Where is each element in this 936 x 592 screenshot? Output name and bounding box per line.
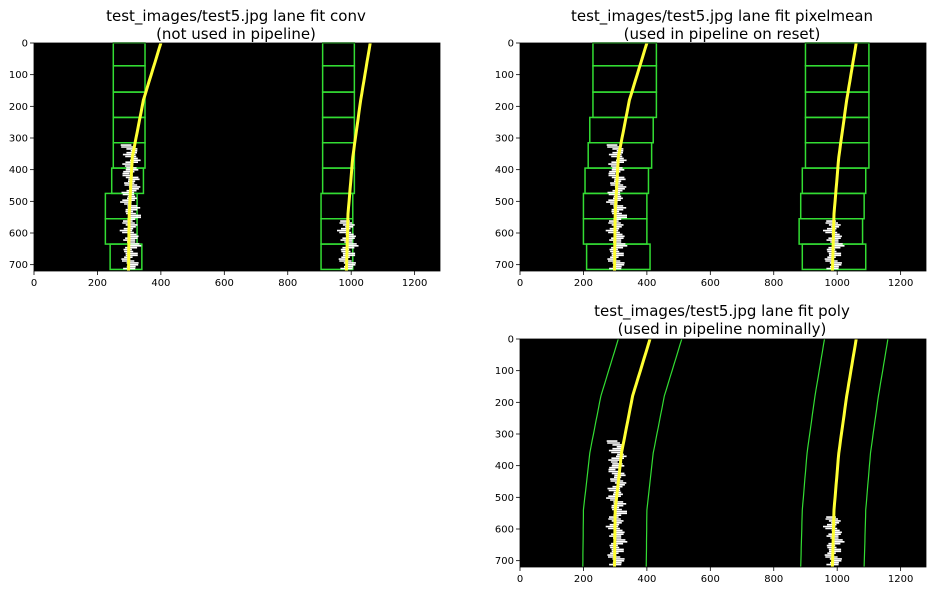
right-lane-pixels bbox=[823, 516, 845, 566]
x-tick-label: 200 bbox=[88, 278, 107, 289]
y-tick-label: 200 bbox=[495, 102, 514, 113]
search-margin-line bbox=[863, 338, 889, 568]
x-tick-label: 800 bbox=[764, 278, 783, 289]
y-tick-label: 0 bbox=[508, 335, 514, 346]
right-lane-pixels bbox=[823, 220, 845, 270]
y-tick-label: 700 bbox=[9, 260, 28, 271]
y-tick-label: 600 bbox=[9, 229, 28, 240]
x-tick-label: 1000 bbox=[338, 278, 363, 289]
x-tick-label: 600 bbox=[701, 574, 720, 585]
y-tick-label: 200 bbox=[495, 398, 514, 409]
left-fit-curve bbox=[127, 42, 163, 272]
right-fit-curve bbox=[830, 338, 858, 568]
panel-pixelmean: test_images/test5.jpg lane fit pixelmean… bbox=[495, 7, 927, 289]
right-fit-curve bbox=[344, 42, 372, 272]
right-fit-curve bbox=[830, 42, 858, 272]
left-lane-pixels bbox=[605, 440, 628, 566]
left-lane-pixels bbox=[605, 144, 628, 270]
left-fit-curve bbox=[613, 338, 652, 568]
y-tick-label: 700 bbox=[495, 260, 514, 271]
y-tick-label: 100 bbox=[495, 366, 514, 377]
search-margin-line bbox=[800, 338, 826, 568]
image-background bbox=[520, 339, 926, 567]
x-tick-label: 400 bbox=[637, 574, 656, 585]
panel-title-line1: test_images/test5.jpg lane fit conv bbox=[106, 7, 366, 26]
x-tick-label: 1200 bbox=[888, 574, 913, 585]
panel-poly: test_images/test5.jpg lane fit poly (use… bbox=[495, 302, 927, 585]
y-tick-label: 400 bbox=[495, 165, 514, 176]
left-fit-curve bbox=[613, 42, 649, 272]
panel-conv: test_images/test5.jpg lane fit conv (not… bbox=[9, 7, 441, 289]
y-tick-label: 500 bbox=[495, 493, 514, 504]
right-search-window bbox=[320, 243, 354, 271]
x-tick-label: 0 bbox=[517, 278, 523, 289]
y-tick-label: 700 bbox=[495, 556, 514, 567]
x-tick-label: 0 bbox=[31, 278, 37, 289]
image-background bbox=[34, 43, 440, 271]
x-tick-label: 800 bbox=[764, 574, 783, 585]
x-tick-label: 800 bbox=[278, 278, 297, 289]
x-tick-label: 0 bbox=[517, 574, 523, 585]
x-tick-label: 1200 bbox=[888, 278, 913, 289]
y-tick-label: 0 bbox=[508, 39, 514, 50]
x-tick-label: 600 bbox=[701, 278, 720, 289]
x-tick-label: 200 bbox=[574, 278, 593, 289]
y-tick-label: 200 bbox=[9, 102, 28, 113]
panel-title-line2: (used in pipeline on reset) bbox=[624, 25, 821, 43]
y-tick-label: 100 bbox=[495, 70, 514, 81]
y-tick-label: 100 bbox=[9, 70, 28, 81]
image-background bbox=[520, 43, 926, 271]
search-margin-line bbox=[645, 338, 683, 568]
x-tick-label: 1000 bbox=[824, 574, 849, 585]
y-tick-label: 500 bbox=[9, 197, 28, 208]
x-tick-label: 1200 bbox=[402, 278, 427, 289]
panel-title-line1: test_images/test5.jpg lane fit pixelmean bbox=[571, 7, 873, 26]
axes-frame bbox=[519, 42, 927, 272]
panel-title-line2: (not used in pipeline) bbox=[156, 25, 316, 43]
y-tick-label: 0 bbox=[22, 39, 28, 50]
y-tick-label: 600 bbox=[495, 229, 514, 240]
x-tick-label: 400 bbox=[151, 278, 170, 289]
x-tick-label: 600 bbox=[215, 278, 234, 289]
y-tick-label: 600 bbox=[495, 525, 514, 536]
y-tick-label: 300 bbox=[9, 134, 28, 145]
x-tick-label: 400 bbox=[637, 278, 656, 289]
left-lane-pixels bbox=[119, 144, 142, 270]
right-lane-pixels bbox=[337, 220, 359, 270]
panel-title-line1: test_images/test5.jpg lane fit poly bbox=[594, 302, 850, 321]
axes-frame bbox=[519, 338, 927, 568]
x-tick-label: 200 bbox=[574, 574, 593, 585]
panel-title-line2: (used in pipeline nominally) bbox=[618, 320, 827, 338]
left-search-window bbox=[109, 243, 143, 271]
y-tick-label: 500 bbox=[495, 197, 514, 208]
y-tick-label: 400 bbox=[9, 165, 28, 176]
y-tick-label: 300 bbox=[495, 134, 514, 145]
y-tick-label: 400 bbox=[495, 461, 514, 472]
axes-frame bbox=[33, 42, 441, 272]
x-tick-label: 1000 bbox=[824, 278, 849, 289]
y-tick-label: 300 bbox=[495, 430, 514, 441]
search-margin-line bbox=[582, 338, 619, 568]
